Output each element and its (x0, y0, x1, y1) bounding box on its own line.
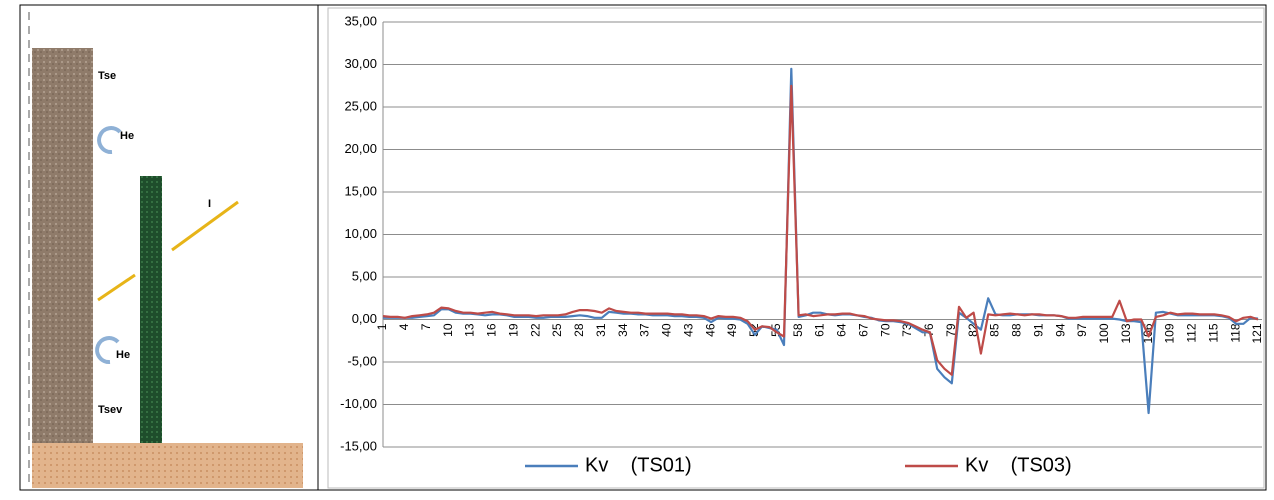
x-tick-label: 94 (1053, 323, 1067, 337)
y-tick-label: 0,00 (352, 311, 377, 326)
ground (32, 443, 303, 488)
x-tick-label: 22 (528, 323, 542, 337)
x-tick-label: 37 (638, 323, 652, 337)
x-tick-label: 13 (463, 323, 477, 337)
x-tick-label: 64 (835, 323, 849, 337)
diagram-label: He (116, 349, 130, 361)
x-tick-label: 28 (572, 323, 586, 337)
x-tick-label: 43 (681, 323, 695, 337)
green-wall (140, 176, 162, 443)
x-tick-label: 112 (1185, 323, 1199, 342)
x-tick-label: 46 (703, 323, 717, 337)
y-tick-label: 20,00 (344, 141, 377, 156)
y-tick-label: 15,00 (344, 183, 377, 198)
x-tick-label: 25 (550, 323, 564, 337)
legend-label: Kv (TS01) (585, 454, 692, 476)
diagram-label: Tsev (98, 404, 123, 416)
x-tick-label: 4 (397, 323, 411, 330)
diagram-label: I (208, 198, 211, 210)
chart: -15,00 -10,00 -5,00 0,00 5,00 10,00 15,00 20,00… (340, 13, 1264, 476)
x-tick-label: 118 (1228, 323, 1242, 342)
y-tick-label: 25,00 (344, 98, 377, 113)
arrow-icon (97, 126, 122, 155)
chart-frame (327, 7, 1265, 489)
arrow-icon (95, 336, 120, 365)
arrow-icon (97, 273, 136, 302)
x-tick-label: 16 (485, 323, 499, 337)
x-tick-label: 10 (441, 323, 455, 337)
x-tick-label: 7 (419, 323, 433, 330)
x-tick-label: 97 (1075, 323, 1089, 337)
y-tick-label: -15,00 (340, 438, 377, 453)
x-tick-label: 67 (856, 323, 870, 337)
y-tick-label: 5,00 (352, 268, 377, 283)
x-tick-label: 91 (1031, 323, 1045, 337)
x-tick-label: 103 (1119, 323, 1133, 343)
y-tick-label: -10,00 (340, 396, 377, 411)
y-tick-label: -5,00 (347, 353, 377, 368)
series-line (382, 84, 1259, 376)
diagram: Tse He I He Tsev (28, 12, 303, 488)
x-tick-label: 61 (813, 323, 827, 337)
x-tick-label: 49 (725, 323, 739, 337)
legend-label: Kv (TS03) (965, 454, 1072, 476)
x-tick-label: 70 (878, 323, 892, 337)
x-tick-label: 1 (375, 323, 389, 330)
y-tick-label: 10,00 (344, 226, 377, 241)
x-tick-label: 58 (791, 323, 805, 337)
y-tick-label: 35,00 (344, 13, 377, 28)
x-tick-label: 19 (506, 323, 520, 337)
diagram-label: He (120, 130, 134, 142)
outer-border (19, 4, 1267, 491)
x-tick-label: 85 (988, 323, 1002, 337)
x-tick-label: 40 (660, 323, 674, 337)
x-tick-label: 34 (616, 323, 630, 337)
x-tick-label: 121 (1250, 323, 1264, 343)
x-tick-label: 88 (1010, 323, 1024, 337)
x-tick-label: 109 (1163, 323, 1177, 343)
x-tick-label: 79 (944, 323, 958, 337)
wall (32, 48, 93, 443)
diagram-label: Tse (98, 70, 116, 82)
x-tick-label: 31 (594, 323, 608, 337)
y-tick-label: 30,00 (344, 56, 377, 71)
x-tick-label: 115 (1206, 323, 1220, 342)
x-tick-label: 76 (922, 323, 936, 337)
arrow-icon (171, 200, 239, 252)
series-line (383, 67, 1259, 415)
x-tick-label: 100 (1097, 323, 1111, 343)
